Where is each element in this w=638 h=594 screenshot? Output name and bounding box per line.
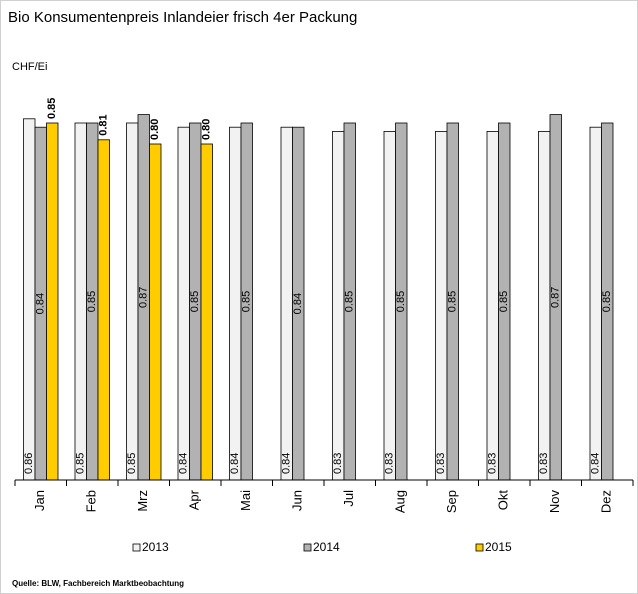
legend-label: 2014 (313, 540, 340, 554)
value-label: 0.85 (447, 291, 459, 312)
value-label: 0.84 (590, 453, 602, 474)
legend-label: 2015 (485, 540, 512, 554)
source-note: Quelle: BLW, Fachbereich Marktbeobachtun… (12, 579, 184, 588)
bar (589, 126, 602, 481)
bar (229, 126, 242, 481)
value-label: 0.80 (149, 119, 161, 140)
legend-label: 2013 (142, 540, 169, 554)
bar (149, 143, 162, 481)
value-label: 0.81 (98, 114, 110, 135)
value-label: 0.84 (35, 293, 47, 314)
bar (74, 122, 87, 481)
y-axis-label: CHF/Ei (12, 61, 47, 73)
bar (486, 130, 499, 481)
bar (23, 118, 36, 481)
bar (383, 130, 396, 481)
value-label: 0.84 (229, 453, 241, 474)
legend-swatch (475, 543, 484, 552)
value-label: 0.80 (201, 119, 213, 140)
x-tick-label: Jul (341, 490, 356, 507)
bar (46, 122, 59, 481)
value-label: 0.83 (538, 453, 550, 474)
value-label: 0.85 (498, 291, 510, 312)
value-label: 0.87 (550, 287, 562, 308)
value-label: 0.86 (23, 453, 35, 474)
x-tick-label: Dez (599, 490, 614, 513)
value-label: 0.83 (332, 453, 344, 474)
x-tick-label: Nov (547, 490, 562, 514)
bar (177, 126, 190, 481)
value-label: 0.84 (292, 293, 304, 314)
legend-swatch (303, 543, 312, 552)
bar (538, 130, 551, 481)
x-tick-label: Sep (444, 490, 459, 513)
x-tick-label: Mrz (135, 490, 150, 512)
value-label: 0.85 (189, 291, 201, 312)
value-label: 0.83 (384, 453, 396, 474)
value-label: 0.85 (395, 291, 407, 312)
bar (97, 139, 110, 481)
value-label: 0.85 (46, 98, 58, 119)
value-label: 0.85 (75, 453, 87, 474)
bar (435, 130, 448, 481)
x-tick-label: Okt (496, 490, 511, 511)
value-label: 0.85 (241, 291, 253, 312)
value-label: 0.83 (435, 453, 447, 474)
value-label: 0.85 (86, 291, 98, 312)
bar (200, 143, 213, 481)
legend-swatch (132, 543, 141, 552)
x-tick-label: Apr (187, 489, 202, 510)
x-tick-label: Feb (84, 490, 99, 512)
x-tick-label: Jun (290, 490, 305, 511)
bar (332, 130, 345, 481)
value-label: 0.85 (601, 291, 613, 312)
x-tick-label: Mai (238, 490, 253, 511)
x-tick-label: Jan (32, 490, 47, 511)
value-label: 0.87 (138, 287, 150, 308)
value-label: 0.85 (344, 291, 356, 312)
chart-title: Bio Konsumentenpreis Inlandeier frisch 4… (8, 9, 357, 26)
x-tick-label: Aug (393, 490, 408, 513)
bar (280, 126, 293, 481)
bar (126, 122, 139, 481)
value-label: 0.83 (487, 453, 499, 474)
value-label: 0.85 (126, 453, 138, 474)
value-label: 0.84 (281, 453, 293, 474)
value-label: 0.84 (178, 453, 190, 474)
